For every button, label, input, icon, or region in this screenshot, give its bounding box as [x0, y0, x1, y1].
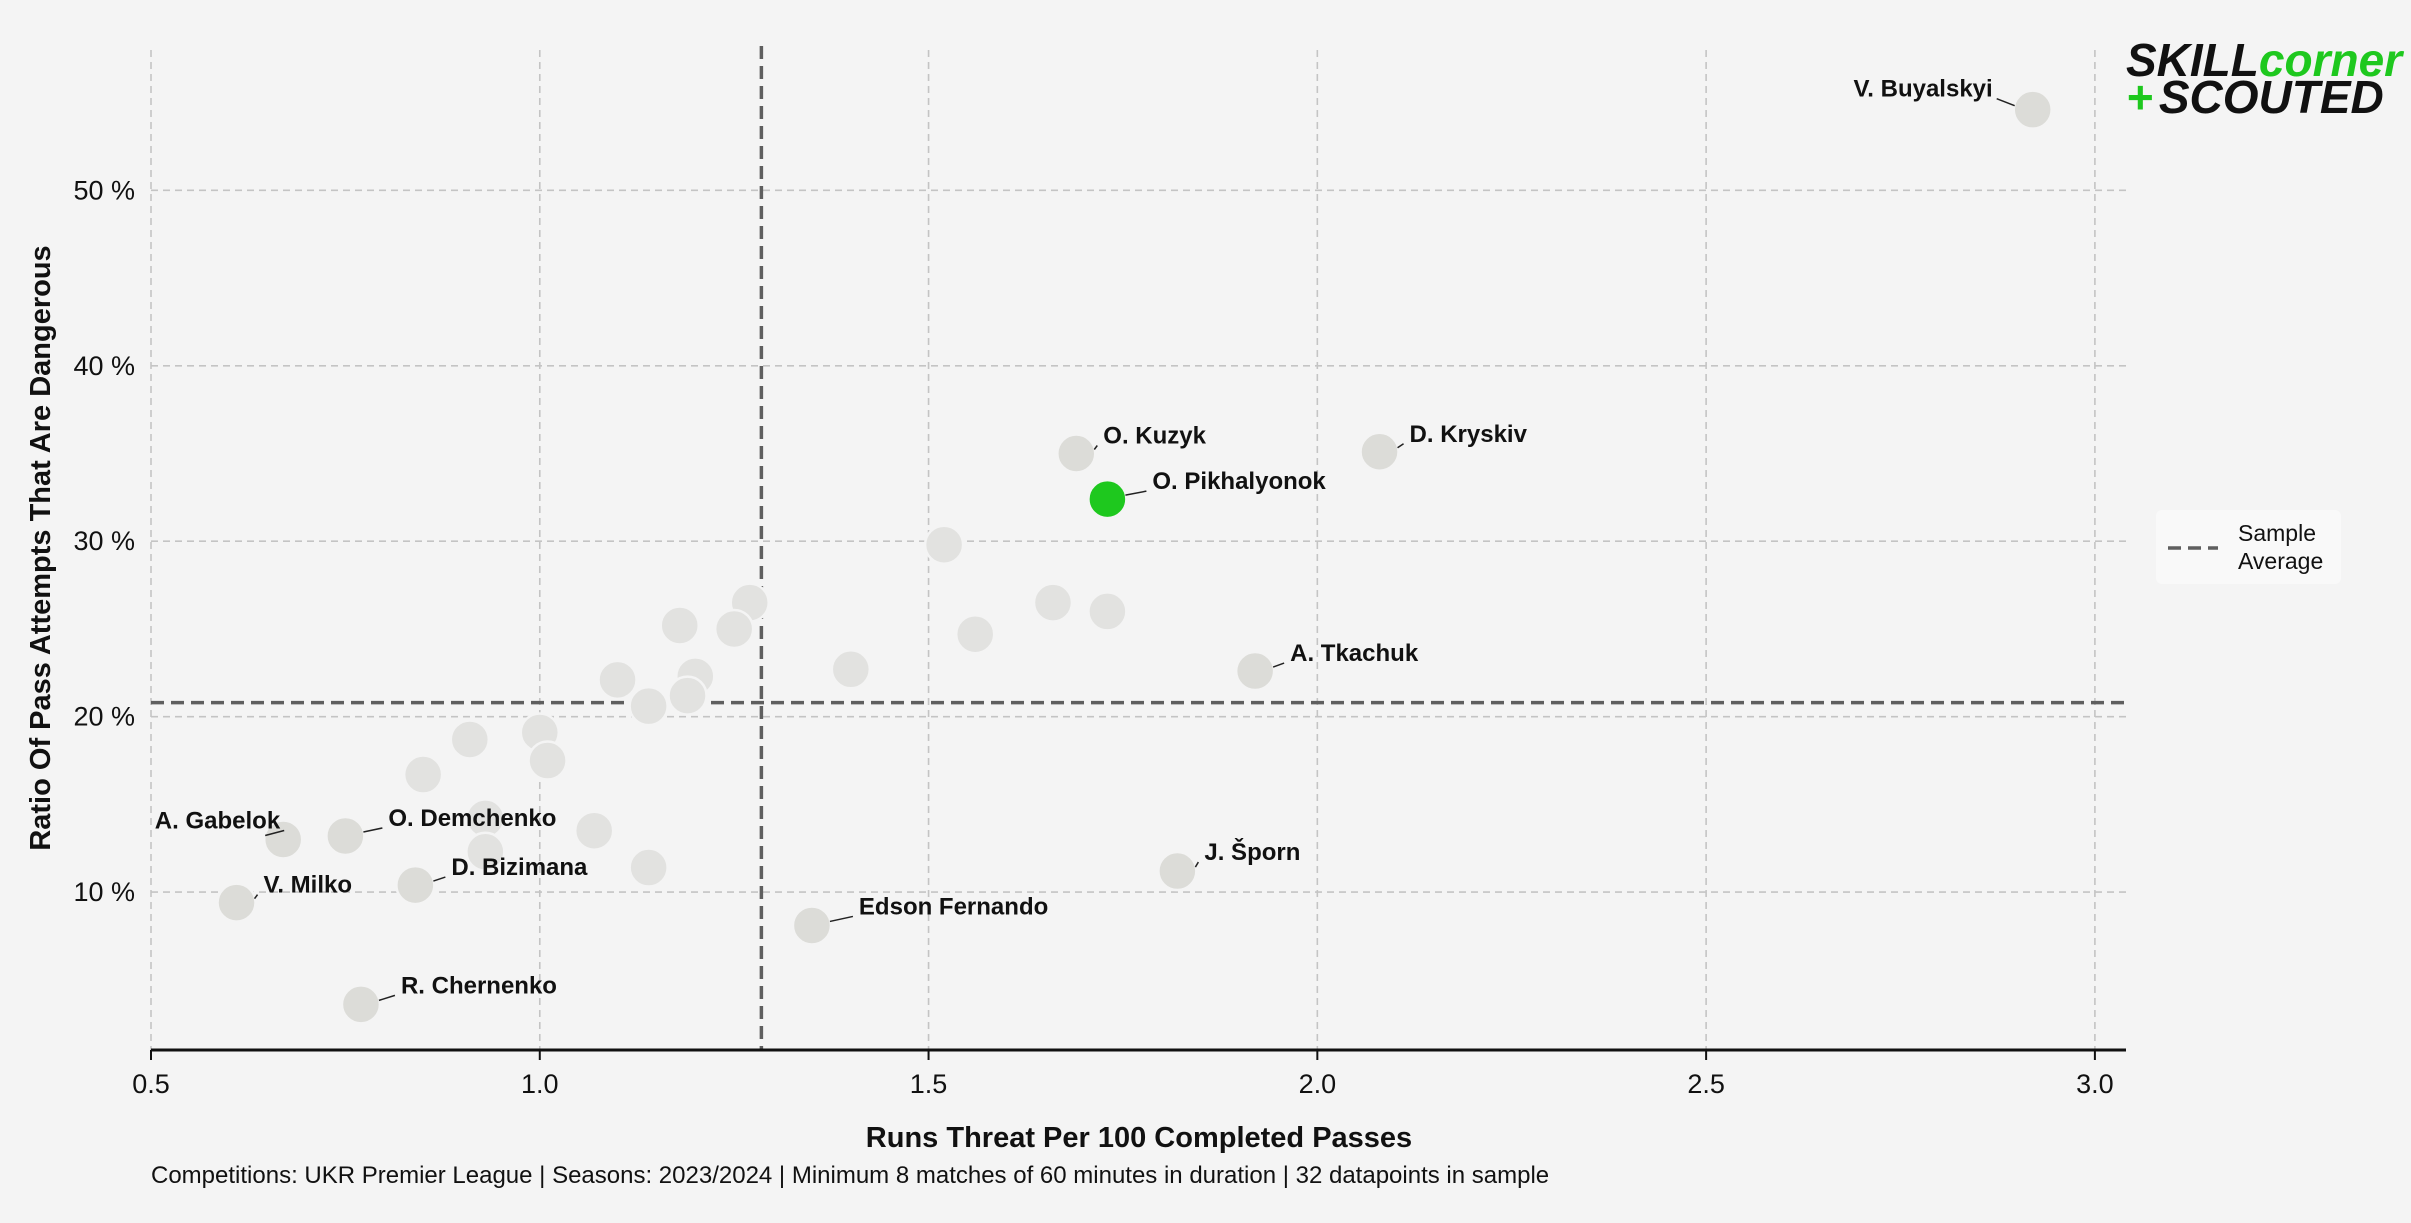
player-label: O. Demchenko	[388, 805, 556, 832]
scatter-point-labeled	[395, 864, 436, 906]
scatter-point	[597, 659, 638, 701]
label-leader-line	[433, 876, 446, 882]
legend-label-line2: Average	[2238, 548, 2323, 574]
scatter-point-labeled	[1087, 478, 1128, 520]
player-label: D. Bizimana	[451, 854, 588, 881]
label-leader-line	[829, 915, 854, 923]
player-label: D. Kryskiv	[1410, 421, 1528, 448]
y-tick-label: 20 %	[73, 702, 135, 732]
y-axis-title: Ratio Of Pass Attempts That Are Dangerou…	[25, 245, 57, 850]
scatter-point	[628, 685, 669, 727]
player-label: V. Milko	[264, 872, 352, 899]
grid-lines	[150, 50, 2126, 1050]
scatter-point	[402, 754, 444, 795]
scatter-point-labeled	[340, 984, 382, 1025]
y-tick-label: 50 %	[73, 175, 135, 205]
x-tick-label: 3.0	[2076, 1069, 2114, 1099]
label-leader-line	[264, 829, 285, 837]
label-leader-line	[1194, 861, 1200, 868]
x-tick-label: 1.0	[521, 1069, 559, 1099]
x-tick-label: 2.5	[1687, 1069, 1725, 1099]
x-tick-label: 2.0	[1299, 1069, 1337, 1099]
svg-text:+SCOUTED: + SCOUTED	[2126, 71, 2384, 123]
scatter-point-labeled	[1234, 650, 1276, 692]
scatter-point	[667, 675, 708, 716]
label-leader-line	[378, 994, 396, 1002]
x-tick-label: 0.5	[132, 1069, 170, 1099]
legend: Sample Average	[2156, 510, 2341, 584]
label-leader-line	[1272, 662, 1285, 668]
axes: 0.5 1.0 1.5 2.0 2.5 3.0 10 % 20 % 30 % 40 % 50 %	[73, 175, 2126, 1099]
label-leader-line	[1397, 443, 1404, 449]
player-label: R. Chernenko	[401, 972, 557, 999]
label-leader-line	[253, 894, 259, 900]
logo-text-corner: corner	[2259, 34, 2404, 86]
legend-box	[2156, 510, 2341, 584]
player-label: A. Gabelok	[155, 807, 281, 834]
player-label: O. Kuzyk	[1103, 423, 1206, 450]
y-tick-label: 40 %	[73, 351, 135, 381]
sample-average-lines	[151, 46, 2126, 1050]
scatter-point	[1032, 582, 1074, 623]
scatter-point-labeled	[2012, 89, 2053, 130]
logo-text-scouted: SCOUTED	[2159, 71, 2384, 123]
y-tick-label: 30 %	[73, 526, 135, 556]
scatter-point-labeled	[791, 905, 833, 946]
player-label: J. Šporn	[1204, 838, 1300, 866]
scatter-point-labeled	[1359, 431, 1400, 473]
label-leader-line	[1093, 445, 1098, 450]
x-tick-label: 1.5	[910, 1069, 948, 1099]
logo-text-skill: SKILL	[2126, 34, 2259, 86]
scatter-point	[659, 605, 700, 646]
scatter-point-labeled	[216, 882, 257, 923]
logo-plus: +	[2126, 71, 2153, 123]
scatter-point	[954, 613, 996, 655]
unlabeled-points	[402, 524, 1128, 888]
scatter-point	[527, 740, 568, 781]
legend-label-line1: Sample	[2238, 520, 2316, 546]
player-label: O. Pikhalyonok	[1152, 468, 1326, 495]
scatter-point	[713, 608, 755, 650]
labeled-points	[216, 89, 2053, 1025]
point-labels: V. Buyalskyi O. Kuzyk D. Kryskiv O. Pikhaly…	[155, 76, 2015, 1002]
scatter-point	[465, 831, 506, 873]
label-leader-line	[363, 827, 383, 833]
skillcorner-scouted-logo: SKILLcorner + SCOUTED	[2126, 34, 2404, 123]
scatter-point	[628, 847, 669, 888]
player-label: Edson Fernando	[859, 893, 1048, 920]
scatter-point-labeled	[1157, 850, 1198, 892]
label-leader-line	[1125, 490, 1147, 496]
y-tick-label: 10 %	[73, 877, 135, 907]
label-leader-line	[1996, 97, 2015, 107]
player-label: A. Tkachuk	[1290, 640, 1419, 667]
scatter-point	[449, 719, 491, 760]
scatter-point	[573, 810, 615, 851]
scatter-point	[1087, 591, 1128, 632]
x-axis-title: Runs Threat Per 100 Completed Passes	[866, 1122, 1412, 1154]
scatter-point	[830, 649, 872, 690]
player-label: V. Buyalskyi	[1853, 76, 1992, 103]
footnote: Competitions: UKR Premier League | Seaso…	[151, 1162, 1549, 1189]
scatter-point	[923, 524, 965, 565]
scatter-point-labeled	[262, 819, 304, 860]
scatter-point-labeled	[1056, 433, 1097, 474]
scatter-point-labeled	[325, 815, 366, 857]
svg-text:SKILLcorner: SKILLcorner	[2126, 34, 2404, 86]
